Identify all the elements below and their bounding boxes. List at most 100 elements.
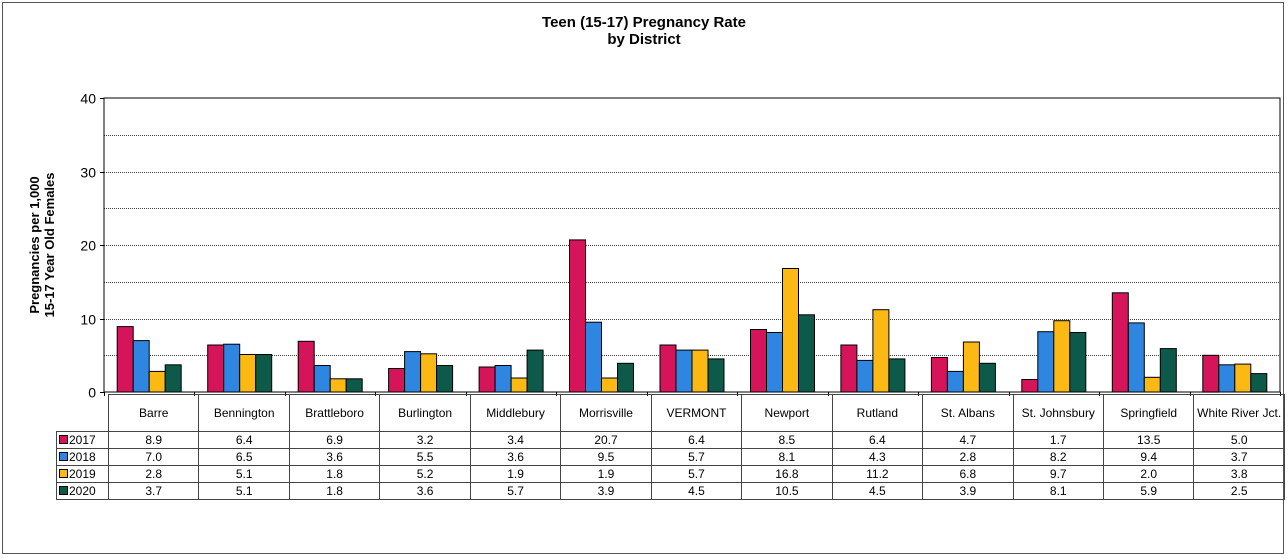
bar-2018-white-river-jct xyxy=(1218,364,1236,393)
legend-entry: 2018 xyxy=(56,448,109,466)
data-label: 4.5 xyxy=(831,482,924,500)
y-tick-label: 20 xyxy=(80,238,96,254)
data-label: 5.7 xyxy=(469,482,562,500)
data-label: 5.2 xyxy=(379,465,471,483)
bars xyxy=(116,239,1268,393)
data-label: 2.5 xyxy=(1193,482,1285,500)
data-label: 8.5 xyxy=(741,431,833,449)
y-tick-label: 30 xyxy=(80,165,96,181)
bar-2020-morrisville xyxy=(617,362,634,393)
chart-title-line-1: Teen (15-17) Pregnancy Rate xyxy=(542,14,746,31)
legend-label: 2019 xyxy=(69,466,96,481)
bar-2020-newport xyxy=(798,314,815,393)
bar-2019-vermont xyxy=(691,349,709,393)
bar-2019-barre xyxy=(148,370,166,393)
chart-title-line-2: by District xyxy=(607,31,681,48)
legend-label: 2020 xyxy=(69,483,96,498)
bar-2017-middlebury xyxy=(478,366,496,393)
data-label: 9.5 xyxy=(560,448,652,466)
data-table: Barre Bennington Brattleboro Burlington Midd… xyxy=(56,394,1285,500)
bar-2017-st-johnsbury xyxy=(1021,379,1039,393)
bar-2019-st-albans xyxy=(962,341,980,393)
data-label: 4.5 xyxy=(650,482,743,500)
table-row: 2020 3.7 5.1 1.8 3.6 5.7 3.9 4.5 10.5 4.5 3.9 8.1 5.… xyxy=(56,482,1285,500)
x-tick-label: VERMONT xyxy=(650,394,743,432)
legend-entry: 2019 xyxy=(56,465,109,483)
data-label: 5.5 xyxy=(379,448,471,466)
data-label: 6.4 xyxy=(198,431,290,449)
gridlines xyxy=(104,135,1280,356)
x-tick-label: Newport xyxy=(741,394,833,432)
bar-2018-springfield xyxy=(1127,322,1145,393)
x-tick-label: Bennington xyxy=(198,394,290,432)
data-label: 5.7 xyxy=(650,448,743,466)
data-label: 3.8 xyxy=(1193,465,1285,483)
data-label: 5.7 xyxy=(650,465,743,483)
legend-swatch xyxy=(59,468,68,478)
data-label: 3.4 xyxy=(469,431,562,449)
bar-2017-morrisville xyxy=(569,239,586,393)
bar-2018-brattleboro xyxy=(313,365,331,393)
data-label: 2.8 xyxy=(107,465,200,483)
bar-2020-white-river-jct xyxy=(1250,373,1268,393)
table-category-row: Barre Bennington Brattleboro Burlington Midd… xyxy=(56,394,1285,432)
bar-2017-barre xyxy=(116,326,134,393)
bar-2018-barre xyxy=(132,340,150,393)
bar-2019-morrisville xyxy=(601,377,618,393)
x-tick-label: Middlebury xyxy=(469,394,562,432)
table-corner xyxy=(56,394,109,432)
data-label: 3.6 xyxy=(469,448,562,466)
y-tick-label: 0 xyxy=(88,385,96,401)
bar-2018-st-albans xyxy=(946,370,964,393)
data-label: 3.9 xyxy=(560,482,652,500)
data-label: 10.5 xyxy=(741,482,833,500)
x-tick-label: Brattleboro xyxy=(288,394,381,432)
data-label: 6.4 xyxy=(650,431,743,449)
bar-2019-st-johnsbury xyxy=(1053,320,1071,393)
data-label: 3.2 xyxy=(379,431,471,449)
bar-2019-brattleboro xyxy=(329,378,347,393)
legend-label: 2018 xyxy=(69,449,96,464)
bar-2017-burlington xyxy=(388,368,406,393)
x-tick-label: Barre xyxy=(107,394,200,432)
bar-2017-rutland xyxy=(840,344,858,393)
legend-swatch xyxy=(59,434,68,444)
legend-entry: 2020 xyxy=(56,482,109,500)
data-label: 5.0 xyxy=(1193,431,1285,449)
data-label: 2.0 xyxy=(1102,465,1195,483)
data-label: 1.9 xyxy=(469,465,562,483)
data-label: 3.7 xyxy=(107,482,200,500)
data-label: 6.9 xyxy=(288,431,381,449)
data-label: 20.7 xyxy=(560,431,652,449)
data-label: 1.8 xyxy=(288,482,381,500)
bar-2020-burlington xyxy=(436,365,454,393)
bar-2018-burlington xyxy=(404,351,422,393)
data-label: 11.2 xyxy=(831,465,924,483)
data-label: 5.9 xyxy=(1102,482,1195,500)
x-tick-label: Springfield xyxy=(1102,394,1195,432)
data-label: 9.4 xyxy=(1102,448,1195,466)
bar-2017-vermont xyxy=(659,344,677,393)
bar-2020-rutland xyxy=(888,358,906,393)
x-tick-label: St. Albans xyxy=(922,394,1014,432)
bar-2017-brattleboro xyxy=(297,340,315,393)
table-row: 2019 2.8 5.1 1.8 5.2 1.9 1.9 5.7 16.8 11.2 6.8 9.7 2… xyxy=(56,465,1285,483)
bar-2020-springfield xyxy=(1159,348,1177,393)
bar-2020-st-albans xyxy=(978,362,996,393)
bar-2018-morrisville xyxy=(585,321,602,393)
x-tick-label: Burlington xyxy=(379,394,471,432)
data-label: 8.2 xyxy=(1012,448,1104,466)
data-label: 4.3 xyxy=(831,448,924,466)
bar-2020-bennington xyxy=(255,354,273,393)
bar-2018-vermont xyxy=(675,349,693,393)
bar-2019-newport xyxy=(782,268,799,393)
data-label: 6.5 xyxy=(198,448,290,466)
data-label: 5.1 xyxy=(198,482,290,500)
data-label: 8.9 xyxy=(107,431,200,449)
legend-entry: 2017 xyxy=(56,431,109,449)
bar-2020-vermont xyxy=(707,358,725,393)
y-tick-label: 10 xyxy=(80,312,96,328)
bar-2020-barre xyxy=(164,364,182,393)
data-label: 3.7 xyxy=(1193,448,1285,466)
